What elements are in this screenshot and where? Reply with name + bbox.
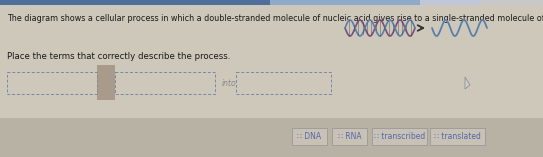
Text: ∷ DNA: ∷ DNA bbox=[298, 132, 321, 141]
Bar bbox=[0, 118, 543, 157]
Bar bbox=[292, 128, 327, 145]
Text: ∷ translated: ∷ translated bbox=[434, 132, 481, 141]
Text: into: into bbox=[222, 78, 237, 87]
Bar bbox=[7, 72, 97, 94]
Bar bbox=[0, 0, 270, 5]
Bar bbox=[236, 72, 331, 94]
Text: ∷ RNA: ∷ RNA bbox=[338, 132, 361, 141]
Text: The diagram shows a cellular process in which a double-stranded molecule of nucl: The diagram shows a cellular process in … bbox=[7, 14, 543, 23]
Bar bbox=[372, 128, 427, 145]
Bar bbox=[332, 128, 367, 145]
Bar bbox=[97, 65, 115, 100]
Polygon shape bbox=[465, 77, 470, 89]
Text: ∷ transcribed: ∷ transcribed bbox=[374, 132, 425, 141]
Text: Place the terms that correctly describe the process.: Place the terms that correctly describe … bbox=[7, 52, 230, 61]
Bar bbox=[480, 0, 543, 5]
Bar bbox=[430, 128, 485, 145]
Bar bbox=[115, 72, 215, 94]
Bar bbox=[420, 0, 480, 5]
Bar bbox=[270, 0, 420, 5]
